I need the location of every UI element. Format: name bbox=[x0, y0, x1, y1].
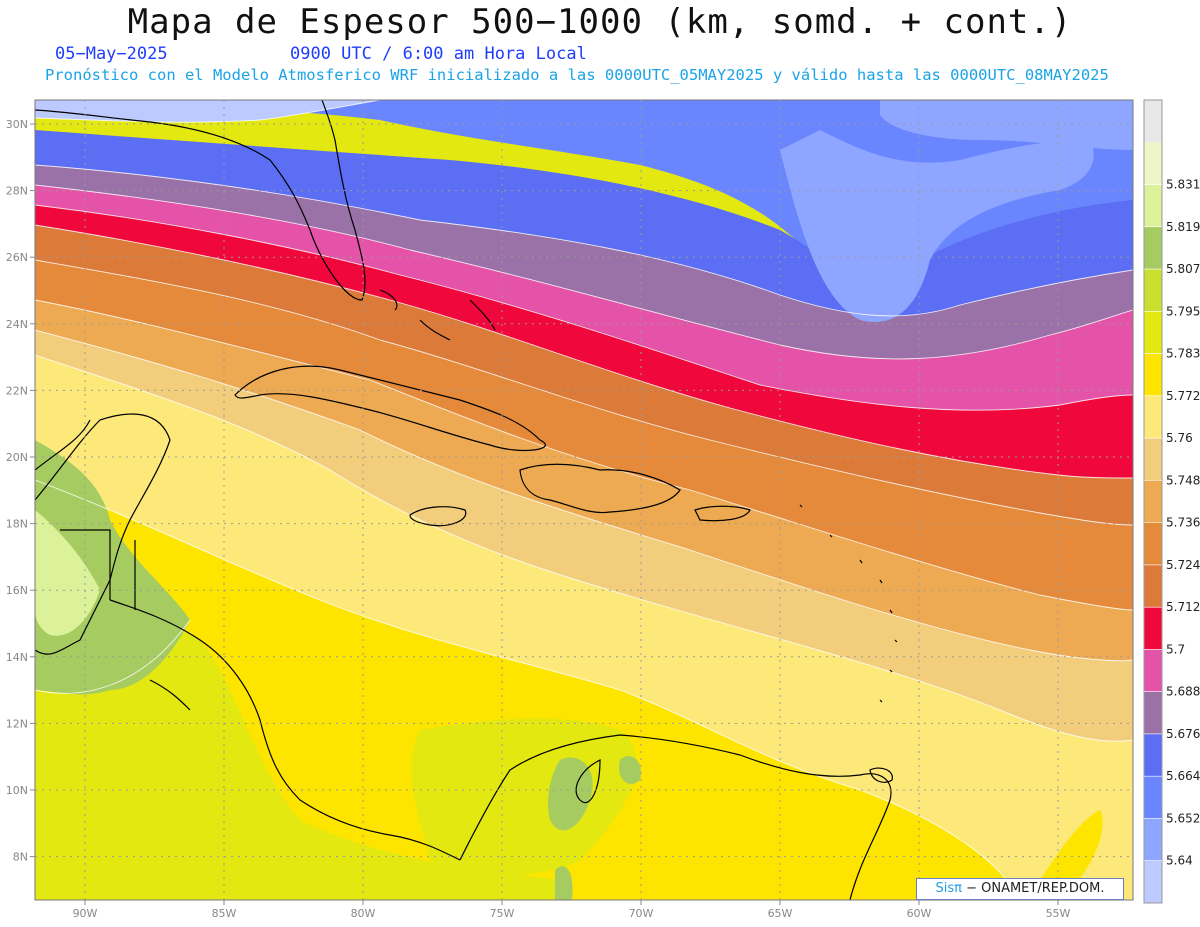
lon-tick-label: 60W bbox=[907, 907, 932, 920]
colorbar-swatch bbox=[1144, 776, 1162, 819]
colorbar-swatch bbox=[1144, 353, 1162, 396]
forecast-time: 0900 UTC / 6:00 am Hora Local bbox=[290, 44, 587, 64]
lon-tick-label: 80W bbox=[351, 907, 376, 920]
lat-tick-label: 20N bbox=[6, 451, 28, 464]
colorbar-swatch bbox=[1144, 860, 1162, 903]
lat-tick-label: 16N bbox=[6, 584, 28, 597]
colorbar-swatch bbox=[1144, 184, 1162, 227]
colorbar-swatch bbox=[1144, 142, 1162, 185]
lat-tick-label: 22N bbox=[6, 384, 28, 397]
lon-tick-label: 65W bbox=[768, 907, 793, 920]
lon-tick-label: 75W bbox=[490, 907, 515, 920]
credit-brand: Sis bbox=[935, 881, 955, 896]
colorbar-swatch bbox=[1144, 269, 1162, 312]
graticule bbox=[35, 100, 1133, 900]
colorbar-swatch bbox=[1144, 607, 1162, 650]
colorbar-swatch bbox=[1144, 480, 1162, 523]
lat-tick-label: 30N bbox=[6, 118, 28, 131]
colorbar-swatch bbox=[1144, 395, 1162, 439]
colorbar-swatch bbox=[1144, 691, 1162, 734]
lat-tick-label: 8N bbox=[13, 851, 28, 864]
colorbar-label: 5.7 bbox=[1166, 642, 1185, 656]
coastlines bbox=[35, 100, 898, 900]
colorbar-label: 5.783 bbox=[1166, 347, 1200, 361]
colorbar: 5.64 5.652 5.664 5.676 5.688 5.7 5.712 5.724 5.7… bbox=[1143, 99, 1200, 904]
colorbar-label: 5.795 bbox=[1166, 304, 1200, 318]
colorbar-swatch bbox=[1144, 818, 1162, 861]
lon-tick-label: 85W bbox=[212, 907, 237, 920]
pi-symbol: π bbox=[954, 881, 962, 896]
colorbar-swatch bbox=[1144, 733, 1162, 777]
thickness-contours bbox=[35, 100, 1133, 900]
colorbar-label: 5.772 bbox=[1166, 389, 1200, 403]
colorbar-label: 5.64 bbox=[1166, 854, 1193, 868]
map-title: Mapa de Espesor 500−1000 (km, somd. + co… bbox=[127, 2, 1073, 42]
lat-tick-label: 12N bbox=[6, 717, 28, 730]
colorbar-label: 5.819 bbox=[1166, 220, 1200, 234]
lat-tick-label: 14N bbox=[6, 651, 28, 664]
colorbar-label: 5.688 bbox=[1166, 685, 1200, 699]
lat-tick-label: 18N bbox=[6, 518, 28, 531]
colorbar-label: 5.736 bbox=[1166, 516, 1200, 530]
colorbar-label: 5.76 bbox=[1166, 431, 1193, 445]
colorbar-swatch bbox=[1144, 649, 1162, 692]
lat-tick-label: 10N bbox=[6, 784, 28, 797]
lat-tick-label: 26N bbox=[6, 251, 28, 264]
colorbar-label: 5.664 bbox=[1166, 769, 1200, 783]
model-description: Pronóstico con el Modelo Atmosferico WRF… bbox=[45, 66, 1109, 84]
colorbar-swatch bbox=[1144, 311, 1162, 354]
colorbar-swatch bbox=[1144, 522, 1162, 565]
credit-text: − ONAMET/REP.DOM. bbox=[961, 881, 1105, 896]
colorbar-label: 5.807 bbox=[1166, 262, 1200, 276]
colorbar-swatch bbox=[1144, 564, 1162, 608]
lat-tick-label: 28N bbox=[6, 185, 28, 198]
axis-ticks: 30N 28N 26N 24N 22N 20N 18N 16N 14N 12N 10N 8N 90W 85… bbox=[6, 118, 1071, 920]
lon-tick-label: 55W bbox=[1046, 907, 1071, 920]
colorbar-label: 5.831 bbox=[1166, 178, 1200, 192]
lon-tick-label: 70W bbox=[629, 907, 654, 920]
map-frame bbox=[34, 99, 1134, 901]
forecast-date: 05−May−2025 bbox=[55, 44, 168, 64]
thickness-shading bbox=[35, 100, 1133, 900]
colorbar-label: 5.652 bbox=[1166, 811, 1200, 825]
colorbar-label: 5.748 bbox=[1166, 473, 1200, 487]
colorbar-swatch bbox=[1144, 438, 1162, 481]
colorbar-label: 5.712 bbox=[1166, 600, 1200, 614]
lon-tick-label: 90W bbox=[73, 907, 98, 920]
lat-tick-label: 24N bbox=[6, 318, 28, 331]
credit-box: Sisπ − ONAMET/REP.DOM. bbox=[916, 878, 1124, 900]
colorbar-label: 5.676 bbox=[1166, 727, 1200, 741]
colorbar-swatch bbox=[1144, 226, 1162, 270]
colorbar-label: 5.724 bbox=[1166, 558, 1200, 572]
colorbar-swatch bbox=[1144, 100, 1162, 143]
